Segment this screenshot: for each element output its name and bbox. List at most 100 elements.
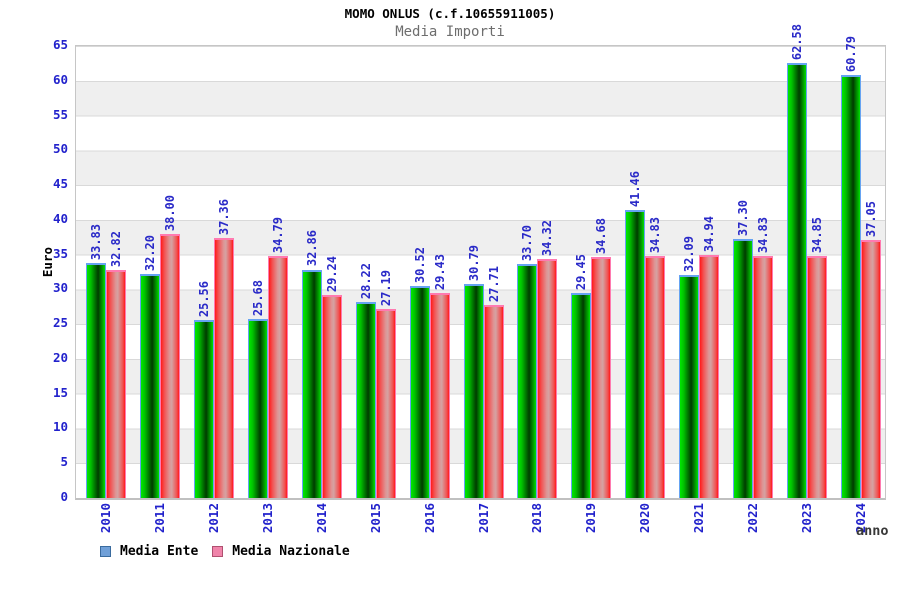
bar-value-label: 37.36: [216, 199, 231, 236]
bar-media-nazionale-2012: [213, 238, 234, 498]
bar-media-nazionale-2020: [645, 255, 666, 498]
bar-media-nazionale-2015: [375, 308, 396, 498]
x-tick-label-2017: 2017: [475, 503, 491, 534]
legend-swatch-media-nazionale: [212, 546, 224, 557]
bar-media-nazionale-2018: [537, 259, 558, 498]
y-tick-label: 65: [52, 37, 68, 52]
y-tick-label: 20: [52, 349, 68, 365]
bar-value-label: 30.52: [412, 246, 427, 283]
x-tick-label-2018: 2018: [529, 503, 545, 534]
bar-value-label: 34.94: [702, 215, 717, 253]
chart-title: MOMO ONLUS (c.f.10655911005): [344, 6, 556, 21]
y-tick-label: 15: [52, 384, 68, 400]
x-tick-label-2013: 2013: [259, 503, 275, 534]
y-tick-label: 40: [52, 210, 68, 226]
bar-value-label: 37.30: [736, 199, 751, 236]
bar-value-label: 27.71: [486, 266, 501, 303]
bar-media-ente-2023: [787, 62, 808, 498]
legend-item-media-ente: Media Ente: [100, 544, 198, 559]
x-tick-label-2015: 2015: [367, 503, 383, 534]
legend-item-media-nazionale: Media Nazionale: [212, 544, 350, 559]
x-axis-title: anno: [856, 523, 889, 539]
bar-media-nazionale-2021: [699, 255, 720, 498]
x-axis-tick-labels: 2010 2011 2012 2013 2014 2015 2016 2017 2018 2019…: [75, 503, 884, 545]
x-tick-label-2014: 2014: [313, 503, 329, 534]
y-tick-label: 45: [52, 176, 68, 192]
bar-media-ente-2022: [733, 238, 754, 498]
y-tick-label: 10: [52, 419, 68, 435]
bar-media-nazionale-2016: [429, 293, 450, 498]
bar-media-ente-2019: [571, 293, 592, 498]
bar-media-nazionale-2019: [591, 256, 612, 498]
bar-value-label: 32.20: [142, 234, 157, 272]
bar-media-nazionale-2024: [861, 240, 882, 498]
y-tick-label: 25: [52, 315, 68, 331]
bar-media-ente-2013: [247, 319, 268, 498]
bar-media-ente-2017: [463, 283, 484, 498]
bar-value-label: 25.56: [196, 281, 211, 318]
bar-media-nazionale-2013: [267, 256, 288, 498]
x-tick-label-2011: 2011: [151, 503, 167, 534]
bar-value-label: 32.86: [304, 230, 319, 267]
bar-value-label: 34.85: [810, 216, 825, 253]
bar-value-label: 29.45: [574, 254, 589, 291]
bar-value-label: 29.43: [432, 254, 447, 291]
x-tick-label-2012: 2012: [205, 503, 221, 534]
x-tick-label-2016: 2016: [421, 503, 437, 534]
bar-value-label: 30.79: [466, 244, 481, 281]
legend-swatch-media-ente: [100, 546, 111, 557]
bar-value-label: 34.68: [594, 217, 609, 254]
bar-value-label: 60.79: [844, 36, 859, 73]
bar-media-nazionale-2010: [106, 269, 126, 498]
bar-value-label: 28.22: [358, 262, 373, 299]
bar-media-ente-2020: [625, 209, 646, 498]
plot-area: 33.83 32.82 32.20 38.00 25.56 37.36 25.68 34.79…: [75, 24, 886, 500]
y-tick-label: 50: [52, 141, 68, 157]
y-tick-label: 0: [60, 489, 68, 504]
x-tick-label-2021: 2021: [691, 503, 707, 534]
bar-value-label: 34.83: [648, 216, 663, 253]
bar-media-ente-2021: [679, 274, 700, 498]
bar-media-ente-2018: [517, 263, 538, 498]
x-tick-label-2019: 2019: [583, 503, 599, 534]
bar-media-ente-2015: [355, 301, 376, 498]
bar-value-label: 34.83: [756, 216, 771, 253]
x-tick-label-2022: 2022: [745, 503, 761, 534]
bar-value-label: 41.46: [628, 170, 643, 207]
bar-media-nazionale-2022: [753, 255, 774, 498]
bar-value-label: 33.83: [89, 223, 103, 260]
bar-value-label: 29.24: [324, 255, 339, 292]
bar-media-ente-2016: [409, 285, 430, 498]
bar-media-nazionale-2023: [807, 255, 828, 498]
chart-subtitle: Media Importi: [395, 24, 505, 40]
bar-media-ente-2014: [301, 269, 322, 498]
y-tick-label: 5: [60, 454, 68, 470]
y-tick-label: 30: [52, 280, 68, 296]
x-tick-label-2023: 2023: [799, 503, 815, 534]
x-tick-label-2010: 2010: [97, 503, 113, 534]
y-tick-label: 55: [52, 106, 68, 122]
y-tick-label: 60: [52, 71, 68, 87]
bar-value-label: 32.09: [682, 235, 697, 272]
bar-media-nazionale-2017: [483, 305, 504, 498]
bar-value-label: 38.00: [162, 194, 177, 231]
legend-label-media-nazionale: Media Nazionale: [232, 544, 350, 559]
x-tick-label-2020: 2020: [637, 503, 653, 534]
legend: Media Ente Media Nazionale: [100, 544, 350, 559]
bar-value-label: 32.82: [109, 230, 123, 267]
bar-value-label: 62.58: [790, 23, 805, 60]
bar-value-label: 37.05: [864, 201, 879, 238]
bar-media-nazionale-2014: [321, 294, 342, 498]
bar-value-label: 33.70: [520, 224, 535, 261]
bar-media-ente-2012: [193, 320, 214, 498]
bar-media-nazionale-2011: [159, 233, 180, 498]
y-tick-label: 35: [52, 245, 68, 261]
bar-media-ente-2010: [86, 262, 106, 498]
bar-value-label: 34.79: [270, 216, 285, 254]
bar-media-ente-2024: [841, 75, 862, 498]
bar-media-ente-2011: [139, 274, 160, 498]
bar-value-label: 27.19: [378, 269, 393, 306]
bar-value-label: 34.32: [540, 220, 555, 257]
bar-value-label: 25.68: [250, 280, 265, 317]
